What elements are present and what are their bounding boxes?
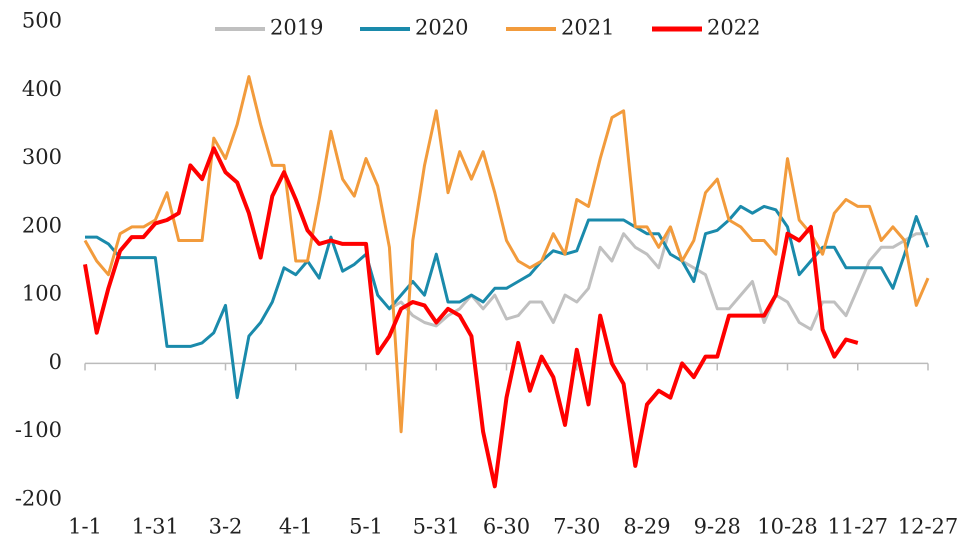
legend-label: 2022 (707, 16, 760, 40)
y-tick-label: 100 (22, 282, 62, 306)
y-tick-label: -100 (15, 418, 62, 442)
y-tick-label: 0 (49, 350, 62, 374)
x-tick-label: 6-30 (483, 515, 530, 539)
y-tick-label: 200 (22, 213, 62, 237)
x-tick-label: 1-1 (68, 515, 102, 539)
line-series (85, 204, 930, 400)
x-tick-label: 7-30 (553, 515, 600, 539)
y-tick-label: -200 (15, 487, 62, 511)
line-series (83, 75, 930, 434)
x-tick-label: 3-2 (209, 515, 243, 539)
line-series (388, 225, 928, 331)
x-tick-label: 5-31 (413, 515, 460, 539)
line-series (83, 146, 859, 489)
x-tick-label: 12-27 (898, 515, 959, 539)
y-tick-label: 400 (22, 77, 62, 101)
x-tick-label: 4-1 (279, 515, 313, 539)
x-tick-label: 11-27 (827, 515, 888, 539)
legend-label: 2020 (415, 16, 468, 40)
legend-label: 2019 (270, 16, 323, 40)
x-tick-label: 10-28 (757, 515, 818, 539)
x-tick-label: 9-28 (694, 515, 741, 539)
y-tick-label: 300 (22, 145, 62, 169)
x-tick-label: 8-29 (623, 515, 670, 539)
y-tick-label: 500 (22, 9, 62, 33)
x-tick-label: 5-1 (349, 515, 383, 539)
legend-label: 2021 (561, 16, 614, 40)
x-tick-label: 1-31 (132, 515, 179, 539)
